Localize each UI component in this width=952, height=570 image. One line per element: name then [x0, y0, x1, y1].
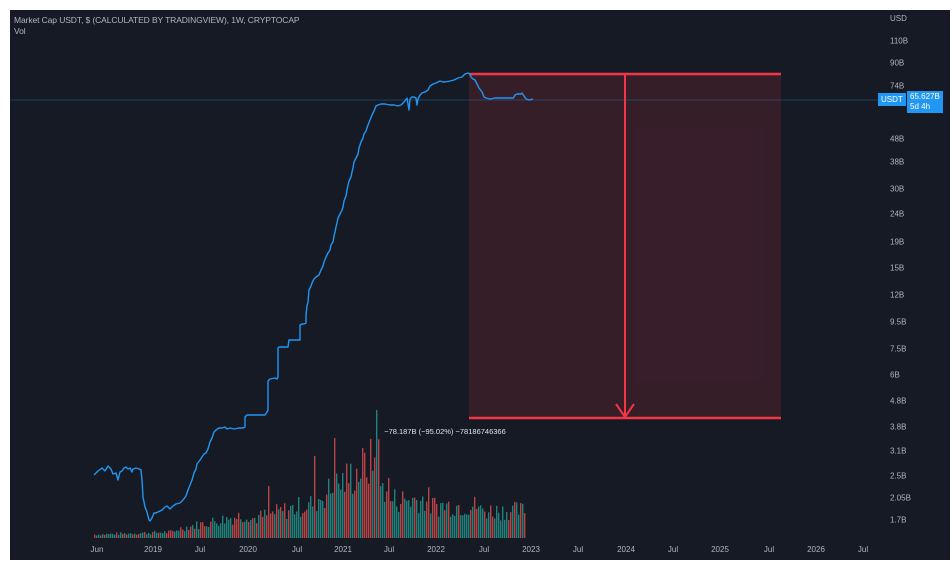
volume-indicator-label[interactable]: Vol	[14, 26, 26, 36]
price-tick-label: 3.1B	[890, 446, 907, 456]
symbol-tag: USDT	[878, 93, 906, 106]
price-tick-label: 48B	[890, 134, 905, 144]
price-tick-label: 24B	[890, 209, 905, 219]
time-tick-label: 2020	[239, 545, 257, 554]
time-tick-label: 2024	[617, 545, 635, 554]
measure-arrow-head-icon	[615, 403, 635, 419]
time-tick-label: Jul	[478, 545, 490, 554]
price-tick-label: 1.7B	[890, 515, 907, 525]
symbol-title[interactable]: Market Cap USDT, $ (CALCULATED BY TRADIN…	[14, 15, 300, 25]
time-tick-label: 2023	[522, 545, 540, 554]
price-tick-label: 7.5B	[890, 344, 907, 354]
time-tick-label: 2026	[807, 545, 825, 554]
price-tick-label: 12B	[890, 290, 905, 300]
price-tick-label: 9.5B	[890, 317, 907, 327]
price-tick-label: 90B	[890, 58, 905, 68]
time-tick-label: Jul	[194, 545, 206, 554]
price-tick-label: 2.05B	[890, 493, 911, 503]
time-tick-label: Jul	[857, 545, 869, 554]
time-tick-label: Jul	[383, 545, 395, 554]
price-tick-label: 110B	[890, 36, 909, 46]
time-tick-label: Jul	[291, 545, 303, 554]
market-cap-line[interactable]	[93, 72, 534, 522]
price-tick-label: 15B	[890, 263, 905, 273]
time-tick-label: Jul	[572, 545, 584, 554]
time-tick-label: 2019	[144, 545, 162, 554]
chart-pane[interactable]: Market Cap USDT, $ (CALCULATED BY TRADIN…	[10, 10, 880, 540]
time-tick-label: Jul	[667, 545, 679, 554]
price-tick-label: 38B	[890, 157, 905, 167]
price-tick-label: 19B	[890, 237, 905, 247]
volume-bars	[94, 410, 526, 538]
time-tick-label: 2021	[334, 545, 352, 554]
price-tick-label: 2.5B	[890, 471, 907, 481]
price-tick-label: 6B	[890, 370, 900, 380]
time-tick-label: 2025	[711, 545, 729, 554]
price-tick-label: 74B	[890, 81, 905, 91]
price-tick-label: 30B	[890, 184, 905, 194]
time-tick-label: Jun	[90, 545, 104, 554]
time-axis[interactable]: Jun 2019 Jul 2020 Jul 2021 Jul 2022 Jul 2023 Jul 20…	[10, 540, 880, 560]
chart-legend[interactable]: Market Cap USDT, $ (CALCULATED BY TRADIN…	[14, 15, 300, 37]
last-price-value: 65.627B	[910, 92, 940, 101]
currency-unit[interactable]: USD	[890, 14, 907, 23]
measure-label: −78.187B (−95.02%) −78186746366	[384, 427, 506, 436]
price-tick-label: 3.8B	[890, 422, 907, 432]
chart-frame: Market Cap USDT, $ (CALCULATED BY TRADIN…	[10, 10, 950, 560]
chart-canvas[interactable]	[10, 10, 880, 540]
last-price-tag: 65.627B 5d 4h	[907, 91, 943, 113]
price-axis[interactable]: USD 110B 90B 74B 48B 38B 30B 24B 19B 15B 12B 9.5B 7…	[880, 10, 950, 540]
price-tick-label: 4.8B	[890, 396, 907, 406]
bar-countdown: 5d 4h	[910, 102, 931, 111]
time-tick-label: 2022	[427, 545, 445, 554]
time-tick-label: Jul	[763, 545, 775, 554]
